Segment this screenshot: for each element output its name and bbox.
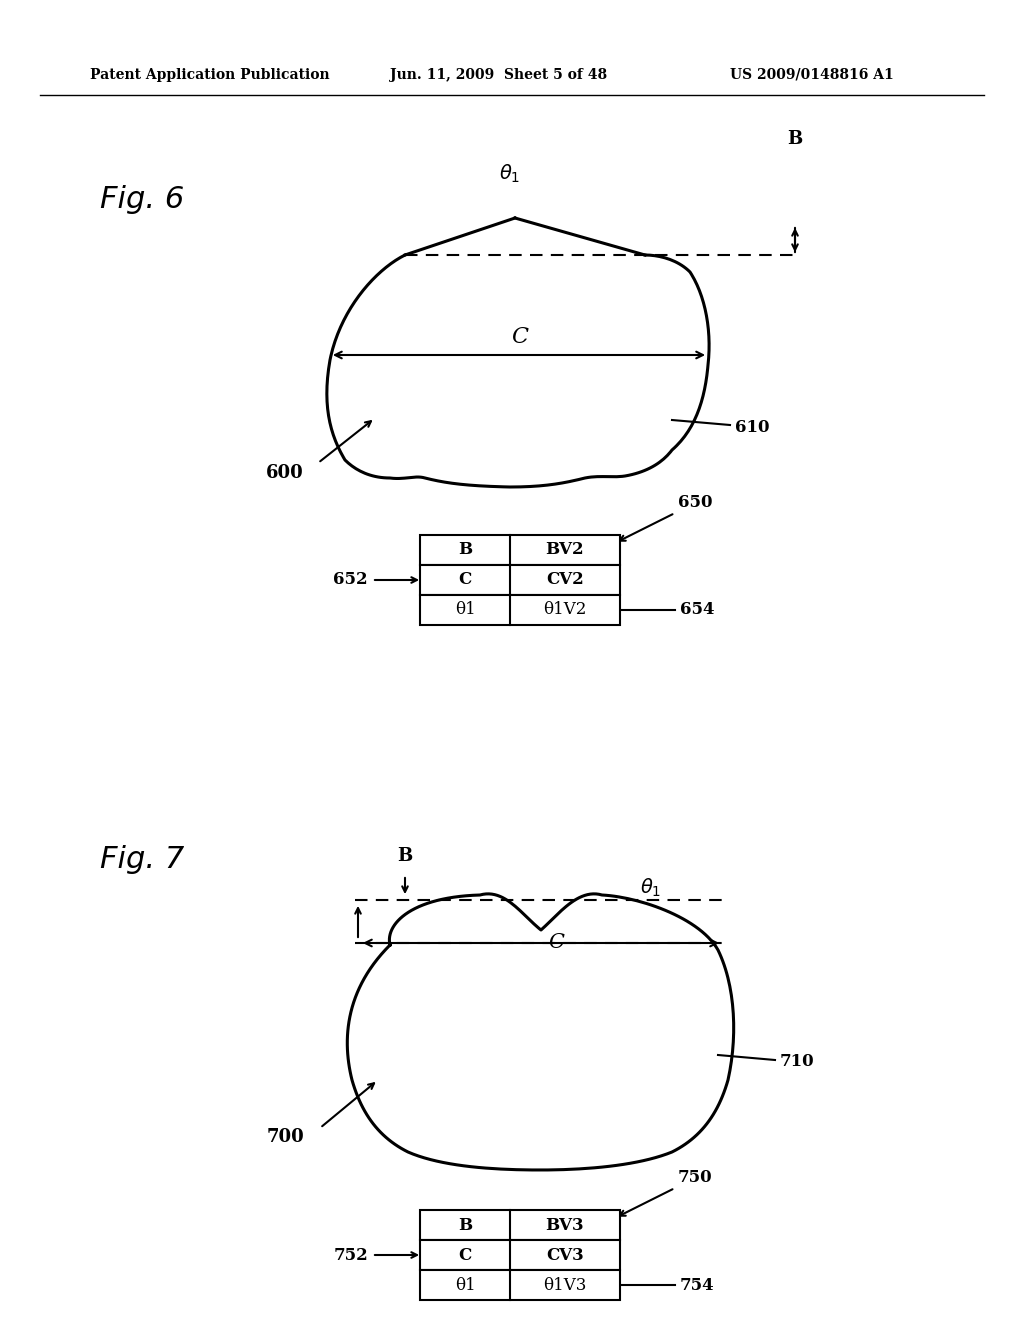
Text: 710: 710 [780,1053,815,1071]
Text: B: B [458,541,472,558]
Text: B: B [397,847,413,865]
Bar [420,1270,620,1300]
Bar [420,1239,620,1270]
Text: θ1: θ1 [455,602,475,619]
Text: 754: 754 [680,1276,715,1294]
Text: Fig. 7: Fig. 7 [100,845,184,874]
Text: 652: 652 [334,572,368,589]
Text: C: C [459,1246,472,1263]
Text: 750: 750 [678,1170,713,1185]
Bar [420,595,620,624]
Text: $\theta_1$: $\theta_1$ [500,162,520,185]
Text: 600: 600 [266,465,304,482]
Text: C: C [459,572,472,589]
Text: θ1: θ1 [455,1276,475,1294]
Bar [420,1210,620,1239]
Text: C: C [512,326,528,348]
Text: B: B [458,1217,472,1233]
Text: 610: 610 [735,418,769,436]
Text: Jun. 11, 2009  Sheet 5 of 48: Jun. 11, 2009 Sheet 5 of 48 [390,69,607,82]
Text: BV3: BV3 [546,1217,585,1233]
Text: BV2: BV2 [546,541,585,558]
Text: 700: 700 [266,1129,304,1146]
Text: θ1V2: θ1V2 [544,602,587,619]
Text: Patent Application Publication: Patent Application Publication [90,69,330,82]
Bar [420,535,620,565]
Bar [420,565,620,595]
Text: 752: 752 [333,1246,368,1263]
Text: CV3: CV3 [546,1246,584,1263]
Text: Fig. 6: Fig. 6 [100,185,184,214]
Text: 654: 654 [680,602,715,619]
Text: $\theta_1$: $\theta_1$ [640,876,662,899]
Text: US 2009/0148816 A1: US 2009/0148816 A1 [730,69,894,82]
Text: 650: 650 [678,494,713,511]
Text: B: B [787,129,803,148]
Text: θ1V3: θ1V3 [544,1276,587,1294]
Text: CV2: CV2 [546,572,584,589]
Text: C: C [548,932,564,952]
